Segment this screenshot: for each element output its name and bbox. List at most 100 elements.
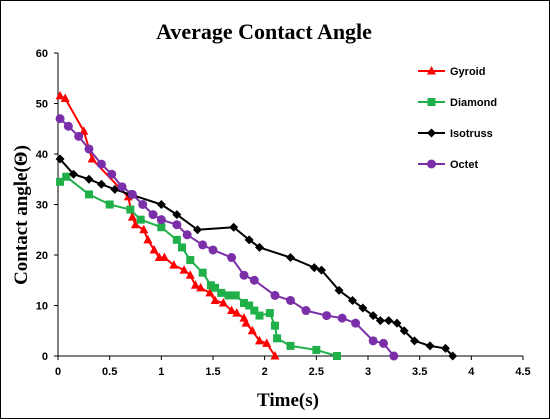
data-point-gyroid (210, 295, 220, 304)
data-point-gyroid (247, 325, 257, 335)
legend-item-gyroid: Gyroid (418, 66, 485, 78)
x-tick-label: 1.5 (205, 366, 220, 378)
data-point-gyroid (205, 287, 215, 297)
data-point-octet (182, 230, 192, 240)
data-point-isotruss (96, 179, 106, 189)
data-point-diamond (271, 321, 279, 330)
data-point-octet (301, 306, 311, 316)
legend: Gyroid Diamond Isotruss Octet (418, 66, 497, 171)
data-point-isotruss (69, 169, 78, 179)
data-point-gyroid (270, 351, 280, 360)
data-point-octet (198, 240, 208, 250)
data-point-octet (172, 220, 182, 230)
legend-item-isotruss: Isotruss (418, 128, 493, 140)
data-point-isotruss (384, 316, 394, 326)
data-point-octet (74, 131, 84, 141)
data-point-isotruss (334, 285, 344, 295)
data-point-diamond (265, 309, 274, 318)
data-point-octet (63, 121, 73, 131)
data-point-diamond (172, 235, 181, 244)
data-point-octet (227, 253, 237, 263)
data-point-isotruss (317, 265, 326, 275)
data-point-octet (337, 313, 347, 323)
data-point-gyroid (87, 154, 97, 163)
data-point-gyroid (149, 244, 159, 254)
data-point-diamond (333, 352, 341, 360)
series-layer (55, 90, 458, 361)
series-diamond (56, 172, 341, 360)
data-point-diamond (231, 291, 240, 300)
data-point-diamond (250, 306, 259, 315)
legend-label-isotruss: Isotruss (450, 128, 493, 140)
data-point-octet (286, 295, 295, 305)
series-line-diamond (59, 175, 338, 357)
data-point-octet (84, 144, 94, 154)
data-point-isotruss (309, 263, 319, 273)
legend-item-diamond: Diamond (418, 97, 497, 109)
x-tick-label: 2.5 (309, 366, 324, 378)
data-point-isotruss (399, 326, 409, 336)
data-point-isotruss (441, 343, 450, 353)
x-tick-label: 0.5 (102, 366, 117, 378)
data-point-gyroid (60, 93, 70, 102)
legend-label-gyroid: Gyroid (450, 66, 485, 78)
data-point-gyroid (139, 224, 149, 234)
data-point-octet (379, 338, 388, 348)
data-point-octet (322, 311, 332, 321)
data-point-octet (208, 245, 218, 255)
data-point-gyroid (227, 305, 237, 315)
data-point-octet (138, 200, 148, 209)
data-point-octet (148, 210, 158, 220)
series-isotruss (55, 154, 458, 361)
data-point-isotruss (425, 341, 435, 351)
data-point-diamond (255, 311, 264, 320)
data-point-gyroid (143, 234, 153, 244)
data-point-diamond (186, 256, 195, 265)
y-tick-label: 10 (36, 301, 48, 313)
data-point-gyroid (179, 265, 189, 274)
data-point-diamond (126, 205, 135, 214)
data-point-isotruss (410, 336, 419, 346)
data-point-diamond (157, 223, 166, 232)
data-point-isotruss (193, 225, 202, 235)
legend-marker-isotruss (427, 128, 436, 138)
y-tick-label: 60 (36, 48, 48, 60)
y-tick-label: 0 (42, 351, 48, 363)
data-point-diamond (217, 288, 226, 297)
data-point-diamond (198, 268, 207, 277)
data-point-octet (96, 159, 106, 169)
data-point-isotruss (255, 242, 264, 252)
legend-marker-octet (427, 159, 436, 169)
data-point-isotruss (84, 174, 94, 184)
data-point-octet (239, 270, 249, 280)
data-point-gyroid (127, 212, 137, 221)
legend-item-octet: Octet (418, 159, 478, 171)
legend-marker-gyroid (427, 66, 436, 75)
data-point-isotruss (55, 154, 65, 164)
data-point-octet (156, 215, 166, 225)
y-tick-labels: 0 10 20 30 40 50 60 (36, 48, 58, 363)
data-point-isotruss (110, 184, 120, 194)
y-axis-label: Contact angle(Θ) (11, 145, 32, 285)
y-tick-label: 40 (36, 149, 48, 161)
data-point-octet (127, 189, 137, 199)
data-point-gyroid (79, 126, 89, 135)
data-point-octet (270, 290, 280, 300)
data-point-diamond (85, 190, 93, 199)
data-point-diamond (136, 215, 145, 224)
data-point-gyroid (185, 270, 195, 279)
data-point-gyroid (169, 260, 179, 269)
data-point-gyroid (262, 338, 272, 347)
x-tick-label: 3.5 (412, 366, 427, 378)
data-point-gyroid (159, 252, 169, 262)
data-point-diamond (240, 298, 248, 307)
data-point-diamond (105, 200, 114, 209)
data-point-isotruss (244, 235, 254, 245)
legend-label-diamond: Diamond (450, 97, 497, 109)
data-point-isotruss (375, 316, 385, 326)
y-tick-label: 50 (36, 99, 48, 111)
data-point-gyroid (232, 308, 242, 317)
chart-title: Average Contact Angle (156, 19, 372, 44)
